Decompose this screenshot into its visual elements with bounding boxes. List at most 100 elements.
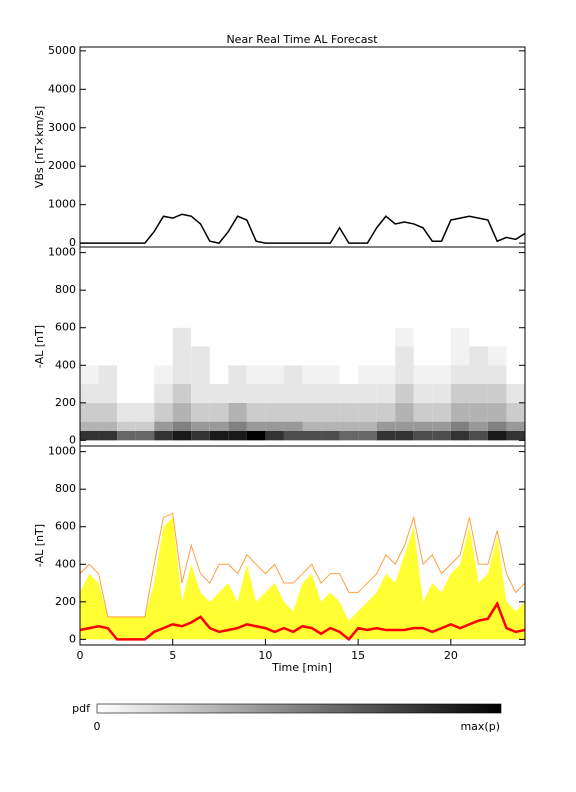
pdf-cell bbox=[228, 365, 247, 385]
colorbar-max: max(p) bbox=[460, 720, 500, 733]
pdf-cell bbox=[283, 384, 303, 403]
pdf-cell bbox=[395, 402, 414, 422]
plot-frame bbox=[79, 445, 526, 646]
y-axis-label: VBs [nT×km/s] bbox=[33, 106, 46, 188]
y-tick-label: 1000 bbox=[48, 445, 76, 458]
pdf-cell bbox=[432, 365, 451, 385]
y-tick-label: 200 bbox=[55, 396, 76, 409]
pdf-cell bbox=[487, 346, 507, 366]
pdf-cell bbox=[376, 365, 396, 385]
pdf-cell bbox=[469, 346, 488, 366]
pdf-cell bbox=[154, 327, 173, 347]
pdf-cell bbox=[154, 308, 173, 328]
colorbar-label: pdf bbox=[72, 702, 91, 715]
pdf-cell bbox=[98, 430, 118, 441]
pdf-cell bbox=[246, 384, 266, 403]
pdf-cell bbox=[283, 421, 303, 431]
pdf-cell bbox=[339, 346, 359, 366]
x-tick-label: 5 bbox=[169, 649, 176, 662]
pdf-cell bbox=[172, 402, 192, 422]
pdf-cell bbox=[395, 327, 414, 347]
pdf-cell bbox=[283, 327, 303, 347]
pdf-cell bbox=[135, 365, 155, 385]
pdf-cell bbox=[506, 327, 525, 347]
pdf-cell bbox=[487, 402, 507, 422]
pdf-cell bbox=[135, 421, 155, 431]
pdf-cell bbox=[432, 384, 451, 403]
pdf-cell bbox=[376, 327, 396, 347]
pdf-cell bbox=[117, 384, 136, 403]
pdf-cell bbox=[283, 346, 303, 366]
pdf-cell bbox=[172, 421, 192, 431]
pdf-cell bbox=[450, 308, 470, 328]
pdf-cell bbox=[283, 308, 303, 328]
pdf-cell bbox=[506, 346, 525, 366]
y-tick-label: 3000 bbox=[48, 121, 76, 134]
pdf-cell bbox=[283, 430, 303, 441]
pdf-cell bbox=[450, 384, 470, 403]
pdf-cell bbox=[265, 430, 284, 441]
pdf-cell bbox=[506, 365, 525, 385]
pdf-cell bbox=[302, 308, 322, 328]
pdf-cell bbox=[376, 430, 396, 441]
pdf-cell bbox=[321, 384, 340, 403]
x-tick-label: 20 bbox=[444, 649, 458, 662]
pdf-cell bbox=[98, 421, 118, 431]
pdf-cell bbox=[228, 327, 247, 347]
pdf-cell bbox=[506, 430, 525, 441]
y-tick-label: 400 bbox=[55, 358, 76, 371]
pdf-cell bbox=[265, 421, 284, 431]
pdf-cell bbox=[302, 365, 322, 385]
x-tick-label: 10 bbox=[258, 649, 272, 662]
pdf-cell bbox=[302, 346, 322, 366]
pdf-cell bbox=[469, 421, 488, 431]
pdf-cell bbox=[172, 384, 192, 403]
pdf-cell bbox=[487, 308, 507, 328]
pdf-cell bbox=[450, 402, 470, 422]
pdf-cell bbox=[302, 327, 322, 347]
pdf-cell bbox=[228, 384, 247, 403]
pdf-cell bbox=[432, 327, 451, 347]
pdf-cell bbox=[228, 402, 247, 422]
pdf-cell bbox=[246, 421, 266, 431]
pdf-cell bbox=[191, 430, 210, 441]
pdf-cell bbox=[506, 421, 525, 431]
pdf-cell bbox=[191, 327, 210, 347]
pdf-cell bbox=[154, 421, 173, 431]
pdf-cell bbox=[135, 402, 155, 422]
band-line bbox=[79, 512, 526, 618]
band-area bbox=[80, 517, 525, 640]
band-line bbox=[79, 600, 526, 642]
x-axis-label: Time [min] bbox=[271, 661, 332, 674]
y-tick-label: 800 bbox=[55, 283, 76, 296]
y-axis-label: -AL [nT] bbox=[33, 524, 46, 567]
pdf-cell bbox=[209, 384, 229, 403]
pdf-cell bbox=[246, 402, 266, 422]
pdf-cell bbox=[469, 402, 488, 422]
pdf-cell bbox=[413, 365, 433, 385]
pdf-cell bbox=[469, 365, 488, 385]
pdf-cell bbox=[172, 365, 192, 385]
pdf-cell bbox=[283, 402, 303, 422]
pdf-cell bbox=[339, 308, 359, 328]
pdf-cell bbox=[358, 308, 377, 328]
pdf-cell bbox=[209, 402, 229, 422]
y-tick-label: 600 bbox=[55, 520, 76, 533]
pdf-cell bbox=[321, 430, 340, 441]
y-tick-label: 600 bbox=[55, 321, 76, 334]
pdf-cell bbox=[432, 421, 451, 431]
pdf-cell bbox=[469, 327, 488, 347]
y-tick-label: 5000 bbox=[48, 44, 76, 57]
pdf-cell bbox=[321, 327, 340, 347]
pdf-cell bbox=[209, 430, 229, 441]
pdf-cell bbox=[135, 327, 155, 347]
pdf-cell bbox=[487, 384, 507, 403]
pdf-cell bbox=[321, 308, 340, 328]
pdf-cell bbox=[395, 365, 414, 385]
pdf-cell bbox=[487, 327, 507, 347]
pdf-cell bbox=[506, 308, 525, 328]
pdf-cell bbox=[413, 421, 433, 431]
pdf-cell bbox=[469, 308, 488, 328]
pdf-cell bbox=[98, 402, 118, 422]
